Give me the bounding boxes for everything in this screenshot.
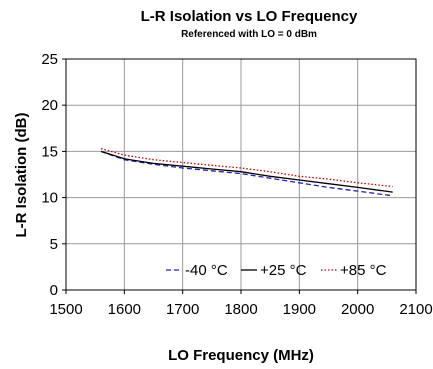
grid — [65, 58, 417, 291]
x-axis: 1500 1600 1700 1800 1900 2000 2100 — [49, 290, 433, 318]
x-tick-label: 1900 — [283, 301, 316, 318]
series-line — [100, 150, 393, 197]
x-axis-title: LO Frequency (MHz) — [168, 347, 314, 364]
y-tick-label: 25 — [41, 51, 58, 68]
legend-label: +25 °C — [260, 262, 307, 279]
series-line — [100, 150, 393, 193]
x-tick-label: 1500 — [49, 301, 82, 318]
x-tick-label: 1600 — [108, 301, 141, 318]
x-tick-label: 1800 — [224, 301, 257, 318]
y-axis: 0 5 10 15 20 25 — [41, 51, 66, 299]
series-layer — [100, 147, 393, 197]
x-tick-label: 1700 — [166, 301, 199, 318]
chart-title: L-R Isolation vs LO Frequency — [141, 8, 358, 25]
y-tick-label: 10 — [41, 190, 58, 207]
y-tick-label: 20 — [41, 97, 58, 114]
chart-subtitle: Referenced with LO = 0 dBm — [181, 29, 317, 40]
legend-label: +85 °C — [340, 262, 387, 279]
x-tick-label: 2000 — [341, 301, 374, 318]
y-axis-title: L-R Isolation (dB) — [13, 113, 30, 238]
y-tick-label: 15 — [41, 143, 58, 160]
x-tick-label: 2100 — [399, 301, 432, 318]
y-tick-label: 5 — [50, 236, 58, 253]
legend-label: -40 °C — [185, 262, 228, 279]
series-line — [100, 147, 393, 188]
legend: -40 °C +25 °C +85 °C — [166, 262, 387, 279]
y-tick-label: 0 — [50, 282, 58, 299]
